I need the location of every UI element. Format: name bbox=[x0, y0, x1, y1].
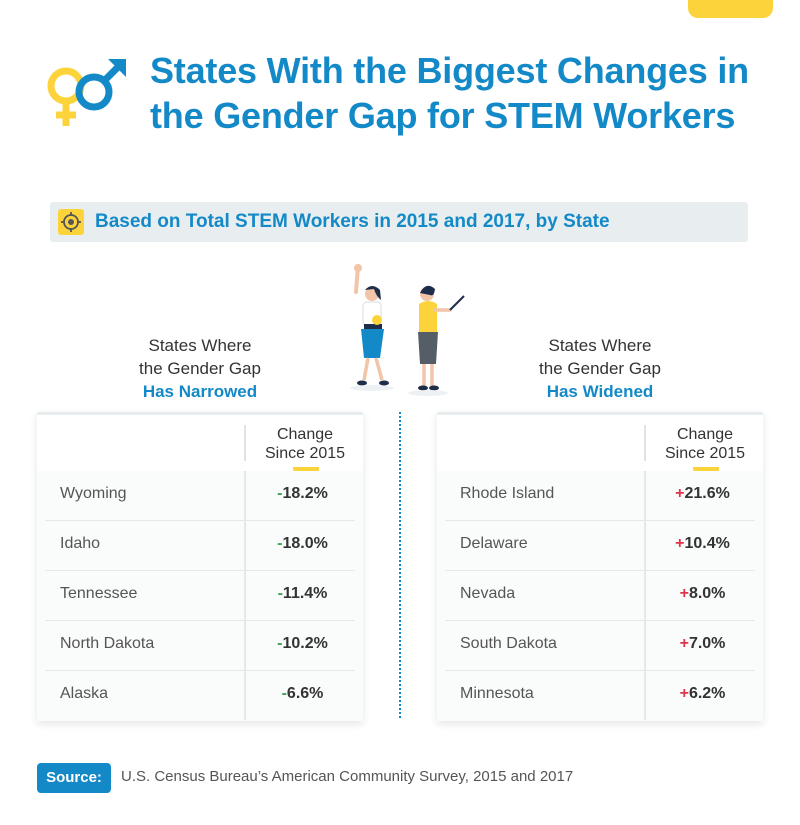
table-row: Idaho -18.0% bbox=[45, 521, 355, 571]
state-name: Minnesota bbox=[460, 685, 534, 702]
change-amount: 8.0% bbox=[688, 585, 726, 602]
change-amount: 10.2% bbox=[282, 635, 328, 652]
widened-heading-highlight: Has Widened bbox=[546, 382, 654, 401]
change-value: +10.4% bbox=[650, 535, 755, 553]
top-accent-tab bbox=[688, 0, 773, 18]
change-sign: - bbox=[277, 635, 283, 652]
row-separator bbox=[244, 521, 246, 570]
state-name: North Dakota bbox=[60, 635, 155, 652]
change-amount: 6.6% bbox=[286, 685, 324, 702]
row-separator bbox=[244, 471, 246, 520]
change-value: -10.2% bbox=[250, 635, 355, 653]
table-row: Tennessee -11.4% bbox=[45, 571, 355, 621]
header-accent-tab bbox=[293, 467, 319, 473]
widened-heading: States Where the Gender Gap Has Widened bbox=[490, 334, 710, 403]
change-amount: 18.0% bbox=[282, 535, 328, 552]
row-separator bbox=[244, 571, 246, 620]
change-amount: 11.4% bbox=[282, 585, 328, 602]
table-row: Delaware +10.4% bbox=[445, 521, 755, 571]
women-illustration bbox=[350, 264, 465, 396]
state-name: Delaware bbox=[460, 535, 528, 552]
state-name: Nevada bbox=[460, 585, 516, 602]
header-separator bbox=[244, 425, 246, 461]
change-sign: + bbox=[679, 635, 689, 652]
source-text: U.S. Census Bureau’s American Community … bbox=[121, 768, 574, 785]
row-separator bbox=[644, 621, 646, 670]
row-separator bbox=[644, 671, 646, 720]
change-value: +21.6% bbox=[650, 485, 755, 503]
narrowed-heading: States Where the Gender Gap Has Narrowed bbox=[90, 334, 310, 403]
change-value: -11.4% bbox=[250, 585, 355, 603]
change-sign: - bbox=[277, 485, 283, 502]
state-name: Idaho bbox=[60, 535, 101, 552]
table-row: Wyoming -18.2% bbox=[45, 471, 355, 521]
change-value: -18.0% bbox=[250, 535, 355, 553]
page-title: States With the Biggest Changes in the G… bbox=[150, 50, 749, 136]
narrowed-table-header: Change Since 2015 bbox=[37, 415, 363, 473]
widened-table: Change Since 2015 Rhode Island +21.6% De… bbox=[437, 412, 763, 721]
narrowed-rows: Wyoming -18.2% Idaho -18.0% Tennessee -1… bbox=[37, 471, 363, 721]
change-column-header: Change Since 2015 bbox=[647, 425, 763, 463]
change-header-line2: Since 2015 bbox=[264, 445, 346, 462]
narrowed-heading-line2: the Gender Gap bbox=[139, 359, 261, 378]
widened-heading-line2: the Gender Gap bbox=[539, 359, 661, 378]
change-sign: + bbox=[679, 685, 689, 702]
change-sign: + bbox=[679, 585, 689, 602]
widened-rows: Rhode Island +21.6% Delaware +10.4% Neva… bbox=[437, 471, 763, 721]
table-row: Alaska -6.6% bbox=[45, 671, 355, 720]
state-name: Tennessee bbox=[60, 585, 138, 602]
change-header-line1: Change bbox=[276, 426, 334, 443]
change-column-header: Change Since 2015 bbox=[247, 425, 363, 463]
row-separator bbox=[644, 521, 646, 570]
change-sign: - bbox=[277, 535, 283, 552]
change-header-line2: Since 2015 bbox=[664, 445, 746, 462]
change-value: -18.2% bbox=[250, 485, 355, 503]
state-name: Wyoming bbox=[60, 485, 127, 502]
table-row: Nevada +8.0% bbox=[445, 571, 755, 621]
widened-heading-line1: States Where bbox=[548, 336, 652, 355]
target-icon bbox=[58, 209, 84, 235]
header-accent-tab bbox=[693, 467, 719, 473]
change-amount: 10.4% bbox=[684, 535, 730, 552]
row-separator bbox=[644, 471, 646, 520]
table-row: South Dakota +7.0% bbox=[445, 621, 755, 671]
change-value: +7.0% bbox=[650, 635, 755, 653]
change-header-line1: Change bbox=[676, 426, 734, 443]
change-sign: - bbox=[277, 585, 283, 602]
narrowed-table: Change Since 2015 Wyoming -18.2% Idaho -… bbox=[37, 412, 363, 721]
state-name: Alaska bbox=[60, 685, 109, 702]
change-sign: - bbox=[281, 685, 287, 702]
row-separator bbox=[244, 671, 246, 720]
change-value: -6.6% bbox=[250, 685, 355, 703]
change-amount: 18.2% bbox=[282, 485, 328, 502]
row-separator bbox=[244, 621, 246, 670]
gender-symbols-icon bbox=[47, 59, 126, 126]
change-value: +8.0% bbox=[650, 585, 755, 603]
table-row: North Dakota -10.2% bbox=[45, 621, 355, 671]
subtitle: Based on Total STEM Workers in 2015 and … bbox=[95, 211, 610, 232]
change-sign: + bbox=[675, 485, 685, 502]
state-name: Rhode Island bbox=[460, 485, 555, 502]
row-separator bbox=[644, 571, 646, 620]
center-divider bbox=[399, 412, 401, 718]
change-amount: 7.0% bbox=[688, 635, 726, 652]
state-name: South Dakota bbox=[460, 635, 557, 652]
narrowed-heading-line1: States Where bbox=[148, 336, 252, 355]
narrowed-heading-highlight: Has Narrowed bbox=[142, 382, 258, 401]
header-separator bbox=[644, 425, 646, 461]
change-amount: 21.6% bbox=[684, 485, 730, 502]
change-amount: 6.2% bbox=[688, 685, 726, 702]
source-label: Source: bbox=[37, 763, 111, 793]
table-row: Rhode Island +21.6% bbox=[445, 471, 755, 521]
change-value: +6.2% bbox=[650, 685, 755, 703]
change-sign: + bbox=[675, 535, 685, 552]
table-row: Minnesota +6.2% bbox=[445, 671, 755, 720]
widened-table-header: Change Since 2015 bbox=[437, 415, 763, 473]
subtitle-bar: Based on Total STEM Workers in 2015 and … bbox=[50, 202, 748, 242]
